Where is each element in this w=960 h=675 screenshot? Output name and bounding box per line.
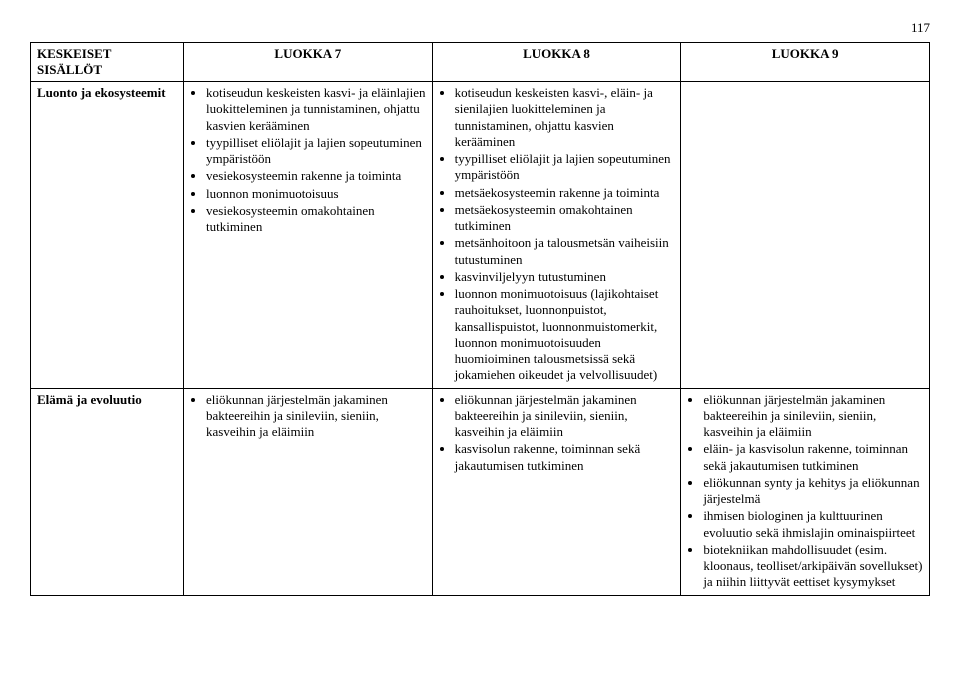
col-header-luokka9: LUOKKA 9 xyxy=(681,43,930,82)
content-cell: kotiseudun keskeisten kasvi-, eläin- ja … xyxy=(432,82,681,389)
list-item: metsäekosysteemin omakohtainen tutkimine… xyxy=(455,202,675,235)
list-item: ihmisen biologinen ja kulttuurinen evolu… xyxy=(703,508,923,541)
list-item: kasvisolun rakenne, toiminnan sekä jakau… xyxy=(455,441,675,474)
list-item: eliökunnan järjestelmän jakaminen baktee… xyxy=(455,392,675,441)
bullet-list: kotiseudun keskeisten kasvi-, eläin- ja … xyxy=(439,85,675,384)
content-cell: eliökunnan järjestelmän jakaminen baktee… xyxy=(184,388,433,595)
content-cell: eliökunnan järjestelmän jakaminen baktee… xyxy=(681,388,930,595)
list-item: biotekniikan mahdollisuudet (esim. kloon… xyxy=(703,542,923,591)
list-item: eliökunnan järjestelmän jakaminen baktee… xyxy=(206,392,426,441)
bullet-list: eliökunnan järjestelmän jakaminen baktee… xyxy=(190,392,426,441)
list-item: vesiekosysteemin omakohtainen tutkiminen xyxy=(206,203,426,236)
list-item: tyypilliset eliölajit ja lajien sopeutum… xyxy=(455,151,675,184)
content-table: KESKEISET SISÄLLÖT LUOKKA 7 LUOKKA 8 LUO… xyxy=(30,42,930,596)
list-item: kotiseudun keskeisten kasvi- ja eläinlaj… xyxy=(206,85,426,134)
list-item: kasvinviljelyyn tutustuminen xyxy=(455,269,675,285)
list-item: metsäekosysteemin rakenne ja toiminta xyxy=(455,185,675,201)
bullet-list: eliökunnan järjestelmän jakaminen baktee… xyxy=(687,392,923,591)
content-cell: kotiseudun keskeisten kasvi- ja eläinlaj… xyxy=(184,82,433,389)
list-item: vesiekosysteemin rakenne ja toiminta xyxy=(206,168,426,184)
list-item: eliökunnan synty ja kehitys ja eliökunna… xyxy=(703,475,923,508)
list-item: tyypilliset eliölajit ja lajien sopeutum… xyxy=(206,135,426,168)
bullet-list: eliökunnan järjestelmän jakaminen baktee… xyxy=(439,392,675,474)
list-item: metsänhoitoon ja talousmetsän vaiheisiin… xyxy=(455,235,675,268)
table-body: Luonto ja ekosysteemit kotiseudun keskeis… xyxy=(31,82,930,596)
table-row: Elämä ja evoluutio eliökunnan järjestelmä… xyxy=(31,388,930,595)
content-cell: eliökunnan järjestelmän jakaminen baktee… xyxy=(432,388,681,595)
list-item: kotiseudun keskeisten kasvi-, eläin- ja … xyxy=(455,85,675,150)
content-cell xyxy=(681,82,930,389)
page-number: 117 xyxy=(30,20,930,36)
list-item: eliökunnan järjestelmän jakaminen baktee… xyxy=(703,392,923,441)
table-row: Luonto ja ekosysteemit kotiseudun keskeis… xyxy=(31,82,930,389)
row-header-cell: Elämä ja evoluutio xyxy=(31,388,184,595)
list-item: eläin- ja kasvisolun rakenne, toiminnan … xyxy=(703,441,923,474)
table-header-row: KESKEISET SISÄLLÖT LUOKKA 7 LUOKKA 8 LUO… xyxy=(31,43,930,82)
col-header-luokka8: LUOKKA 8 xyxy=(432,43,681,82)
row-header-cell: Luonto ja ekosysteemit xyxy=(31,82,184,389)
col-header-luokka7: LUOKKA 7 xyxy=(184,43,433,82)
list-item: luonnon monimuotoisuus (lajikohtaiset ra… xyxy=(455,286,675,384)
bullet-list: kotiseudun keskeisten kasvi- ja eläinlaj… xyxy=(190,85,426,235)
list-item: luonnon monimuotoisuus xyxy=(206,186,426,202)
col-header-rowheader: KESKEISET SISÄLLÖT xyxy=(31,43,184,82)
